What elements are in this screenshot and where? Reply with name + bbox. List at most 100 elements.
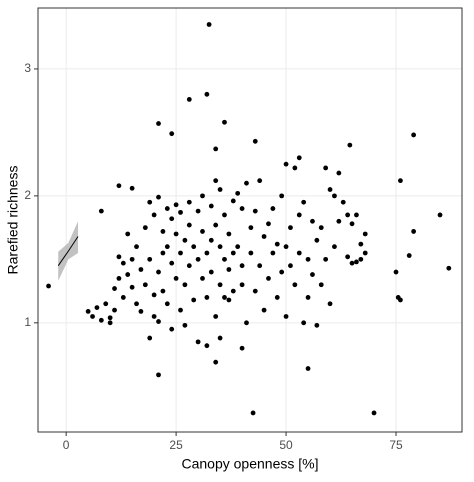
point: [296, 250, 302, 256]
point: [213, 222, 219, 228]
point: [279, 269, 285, 275]
point: [213, 359, 219, 365]
point: [208, 269, 214, 275]
point: [274, 241, 280, 247]
point: [398, 297, 403, 303]
panel-border: [37, 7, 463, 433]
point: [345, 254, 351, 260]
point: [270, 250, 276, 256]
point: [239, 345, 245, 351]
point: [347, 142, 353, 148]
point: [112, 286, 117, 291]
point: [239, 206, 245, 211]
point: [217, 335, 223, 341]
point: [314, 322, 320, 328]
point: [310, 218, 315, 224]
point: [186, 97, 192, 102]
point: [178, 307, 183, 313]
point: [332, 244, 337, 250]
point: [266, 221, 271, 227]
point: [437, 212, 443, 218]
point: [349, 221, 355, 227]
point: [257, 263, 263, 269]
point: [178, 250, 183, 256]
panel: [38, 8, 462, 432]
point: [191, 244, 197, 250]
point: [94, 305, 100, 310]
point: [98, 208, 104, 214]
point: [274, 295, 280, 300]
point: [239, 263, 245, 269]
point: [310, 272, 315, 277]
point: [169, 260, 175, 266]
point: [336, 218, 342, 224]
point: [156, 319, 161, 324]
point: [204, 295, 210, 300]
point: [358, 256, 364, 262]
x-tick-label: 0: [63, 438, 70, 452]
x-axis-title: Canopy openness [%]: [182, 456, 319, 472]
point: [305, 256, 311, 262]
point: [208, 237, 214, 243]
point: [318, 282, 324, 288]
y-tick-label: 2: [24, 188, 31, 202]
point: [204, 343, 210, 349]
point: [156, 269, 161, 275]
point: [261, 234, 267, 239]
point: [116, 254, 122, 260]
point: [151, 314, 157, 319]
point: [301, 320, 307, 326]
point: [169, 326, 175, 332]
point: [226, 267, 232, 272]
point: [173, 202, 179, 208]
point: [318, 225, 324, 231]
point: [186, 199, 192, 205]
point: [446, 265, 452, 271]
point: [305, 295, 311, 300]
point: [230, 250, 236, 256]
point: [112, 307, 117, 313]
point: [283, 161, 289, 167]
point: [252, 288, 258, 294]
point: [354, 212, 359, 218]
point: [292, 165, 298, 171]
point: [195, 208, 201, 214]
point: [182, 282, 188, 288]
point: [156, 121, 161, 126]
point: [261, 307, 267, 313]
point: [125, 272, 131, 277]
point: [332, 193, 337, 199]
point: [411, 132, 417, 138]
point: [147, 335, 153, 341]
point: [296, 212, 302, 218]
point: [362, 231, 368, 237]
point: [134, 244, 139, 250]
point: [173, 231, 179, 237]
point: [226, 231, 232, 237]
point: [244, 320, 249, 326]
point: [398, 178, 403, 184]
point: [85, 309, 91, 314]
x-tick-label: 25: [169, 438, 183, 452]
point: [116, 183, 122, 189]
point: [204, 250, 210, 256]
point: [142, 225, 148, 231]
point: [292, 282, 298, 288]
point: [252, 208, 258, 214]
point: [217, 187, 223, 192]
point: [164, 301, 170, 307]
marks: [46, 22, 452, 416]
point: [327, 187, 333, 192]
point: [46, 283, 51, 289]
point: [120, 295, 126, 300]
point: [178, 209, 183, 215]
point: [217, 244, 223, 250]
point: [371, 410, 377, 416]
point: [120, 260, 126, 266]
point: [279, 193, 285, 199]
point: [186, 222, 192, 228]
point: [288, 225, 293, 231]
point: [358, 241, 364, 247]
point: [336, 170, 342, 176]
point: [217, 282, 223, 288]
